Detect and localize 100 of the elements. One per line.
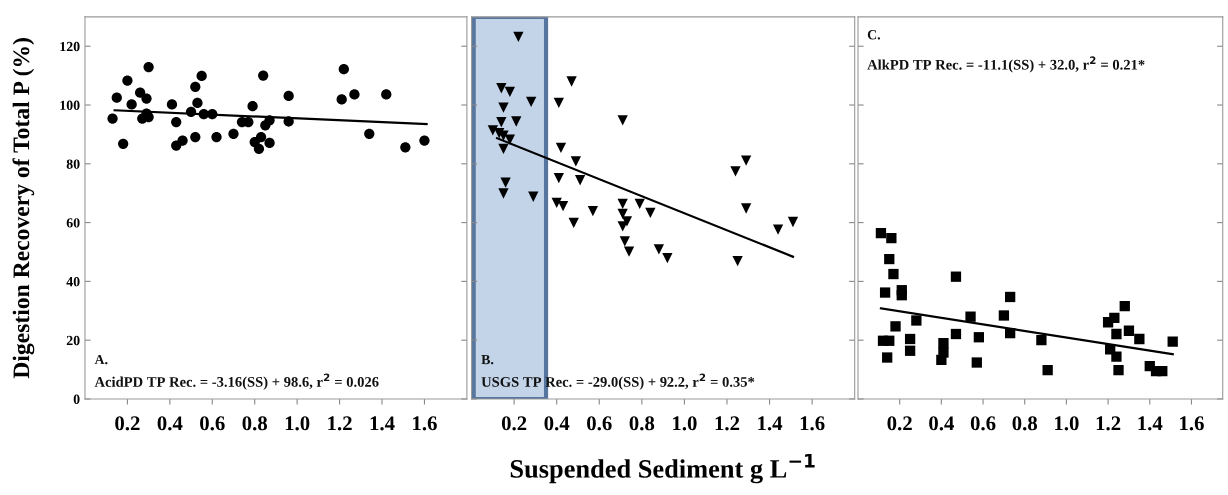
point — [787, 216, 799, 228]
point — [498, 188, 509, 199]
point — [617, 198, 628, 209]
point — [513, 31, 524, 42]
y-tick-label: 0 — [73, 394, 80, 404]
x-tick-label: 0.2 — [115, 416, 140, 431]
point — [107, 113, 118, 124]
point — [950, 271, 962, 282]
point — [950, 328, 962, 340]
point — [1036, 335, 1047, 346]
x-tick-label: 1.2 — [328, 416, 352, 431]
x-tick-label: 1.0 — [285, 416, 310, 431]
point — [882, 352, 893, 363]
point — [1167, 336, 1178, 347]
x-tick-label: 1.2 — [1096, 416, 1121, 431]
point — [904, 345, 916, 356]
x-tick-label: 0.4 — [929, 416, 954, 431]
point — [645, 207, 656, 219]
point — [1134, 333, 1145, 345]
point — [526, 96, 537, 107]
point — [890, 321, 901, 332]
point — [500, 177, 511, 188]
x-tick-label: 0.8 — [242, 416, 268, 431]
point — [253, 143, 265, 154]
x-tick-label: 0.6 — [200, 416, 225, 431]
point — [740, 155, 752, 166]
point — [574, 175, 586, 186]
x-tick-label: 0.8 — [1012, 416, 1038, 431]
annotation: C. — [867, 30, 881, 40]
point — [732, 255, 743, 267]
x-tick-label: 1.2 — [715, 416, 740, 431]
point — [1111, 328, 1122, 340]
point — [118, 138, 129, 149]
point — [498, 143, 509, 154]
point — [875, 228, 887, 239]
point — [570, 156, 581, 167]
y-tick-label: 120 — [60, 41, 80, 52]
point — [623, 246, 635, 257]
point — [884, 253, 895, 265]
point — [400, 142, 411, 153]
point — [1111, 351, 1122, 362]
x-tick-label: 0.6 — [587, 416, 612, 431]
x-tick-label: 1.4 — [1138, 416, 1163, 431]
point — [566, 76, 577, 87]
x-tick-label: 0.6 — [970, 416, 996, 431]
point — [419, 135, 430, 146]
point — [504, 86, 516, 97]
point — [772, 224, 784, 235]
point — [998, 310, 1010, 321]
annotation: AlkPD TP Rec. = -11.1(SS) + 32.0, r$^{2}$ = 0.21* — [867, 56, 1145, 73]
point — [617, 115, 628, 126]
point — [973, 332, 985, 343]
point — [653, 244, 665, 255]
y-tick-label: 60 — [66, 218, 80, 228]
point — [619, 236, 630, 247]
point — [587, 205, 599, 217]
point — [886, 233, 897, 244]
point — [122, 75, 133, 86]
point — [553, 97, 564, 109]
point — [965, 311, 976, 322]
point — [884, 335, 895, 346]
point — [498, 102, 509, 113]
point — [1119, 300, 1130, 312]
point — [553, 173, 564, 184]
point — [177, 135, 188, 146]
point — [336, 94, 347, 105]
annotation: AcidPD TP Rec. = -3.16(SS) + 98.6, r$^{2}$ = 0.026 — [94, 373, 379, 390]
annotation: A. — [94, 354, 108, 365]
annotation: B. — [481, 355, 494, 365]
point — [228, 128, 239, 139]
point — [192, 97, 203, 109]
point — [349, 89, 360, 100]
point — [634, 198, 645, 209]
point — [211, 131, 222, 143]
x-tick-label: 1.6 — [800, 416, 825, 431]
point — [1157, 365, 1168, 377]
point — [511, 116, 522, 127]
point — [496, 83, 507, 94]
point — [971, 357, 982, 368]
x-tick-label: 1.6 — [413, 416, 437, 431]
y-tick-label: 40 — [66, 276, 80, 287]
x-tick-label: 0.2 — [887, 416, 912, 431]
point — [1123, 325, 1135, 336]
point — [283, 90, 294, 102]
point — [879, 287, 891, 298]
point — [496, 116, 507, 128]
point — [166, 99, 178, 110]
point — [196, 70, 207, 82]
point — [1004, 291, 1016, 303]
x-tick-label: 0.4 — [544, 416, 570, 431]
x-tick-label: 0.2 — [501, 416, 527, 431]
point — [730, 166, 741, 177]
point — [364, 128, 375, 139]
point — [143, 61, 154, 73]
y-tick-label: 80 — [66, 159, 80, 169]
x-tick-label: 0.8 — [629, 416, 655, 431]
point — [264, 137, 275, 149]
point — [255, 131, 267, 143]
point — [190, 81, 201, 92]
point — [936, 354, 947, 366]
